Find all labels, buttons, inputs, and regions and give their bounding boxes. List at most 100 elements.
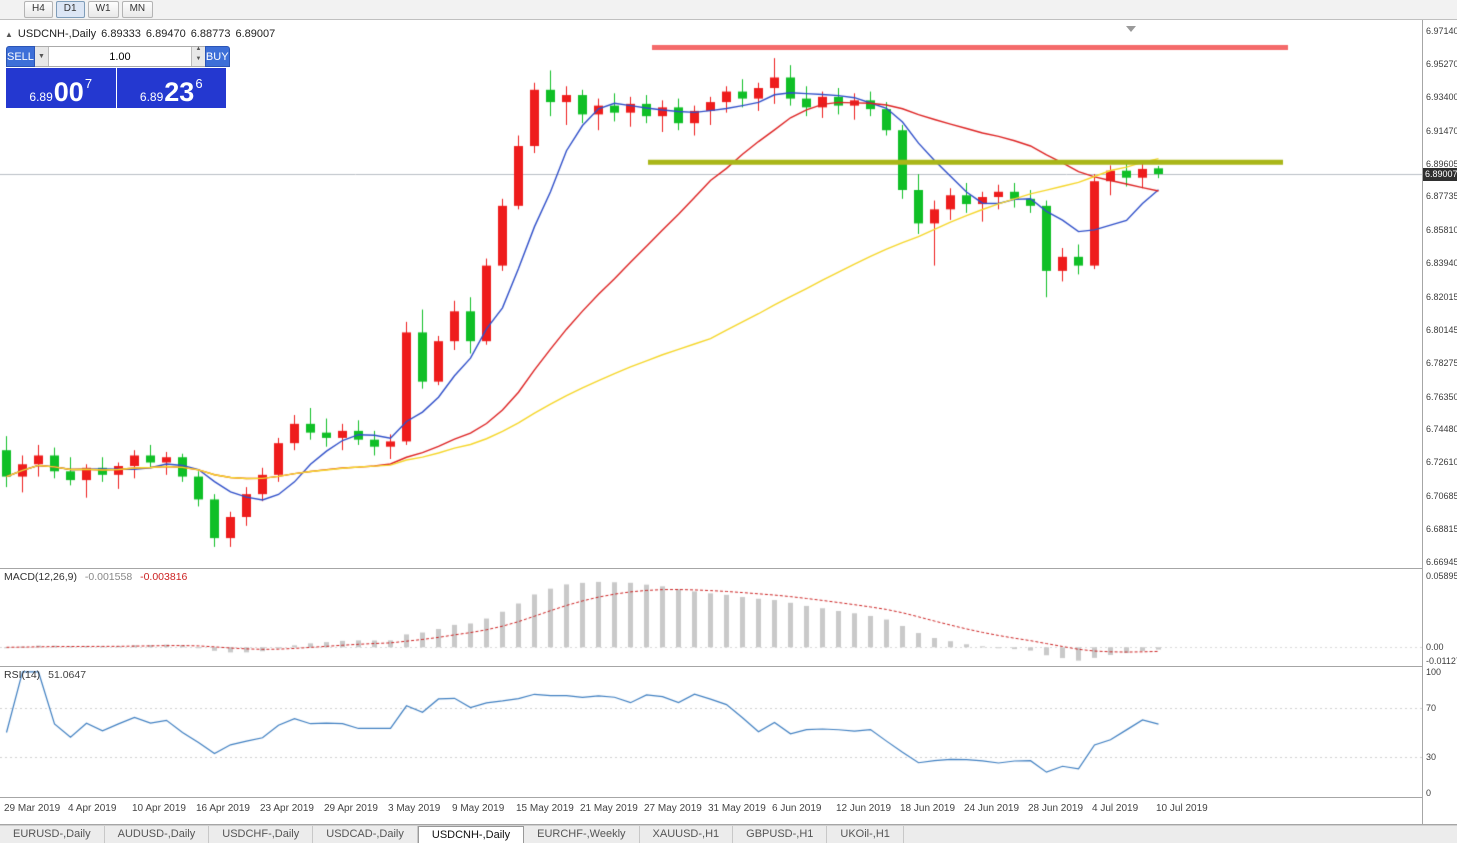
- panel-divider: [0, 824, 1457, 825]
- price-axis-label: 6.93400: [1426, 91, 1457, 102]
- rsi-axis-label: 70: [1426, 703, 1437, 714]
- timeframe-toolbar: H4 D1 W1 MN: [0, 0, 1457, 20]
- price-axis-label: 6.70685: [1426, 491, 1457, 502]
- buy-button[interactable]: BUY: [204, 46, 230, 67]
- chart-tab-usdcad-daily[interactable]: USDCAD-,Daily: [313, 826, 418, 843]
- chart-tab-usdchf-daily[interactable]: USDCHF-,Daily: [209, 826, 314, 843]
- panel-divider[interactable]: [0, 666, 1457, 667]
- macd-value-signal: -0.003816: [140, 571, 188, 583]
- macd-chart[interactable]: [0, 569, 1422, 666]
- timeframe-d1[interactable]: D1: [55, 1, 85, 18]
- panel-divider[interactable]: [0, 797, 1457, 798]
- timeframe-h4[interactable]: H4: [24, 1, 53, 18]
- volume-dropdown-icon[interactable]: ▼: [34, 47, 49, 66]
- bid-big-digits: 00: [53, 77, 84, 108]
- volume-down-icon[interactable]: ▼: [191, 56, 205, 66]
- rsi-value: 51.0647: [48, 669, 87, 681]
- macd-axis: 0.05895 0.00 -0.01127: [1423, 569, 1457, 666]
- price-axis-label: 6.97140: [1426, 26, 1457, 37]
- ask-price-panel[interactable]: 6.89 23 6: [116, 68, 226, 108]
- chart-tab-gbpusd-h1[interactable]: GBPUSD-,H1: [733, 826, 828, 843]
- price-axis-label: 6.82015: [1426, 291, 1457, 302]
- chart-tab-bar: EURUSD-,Daily AUDUSD-,Daily USDCHF-,Daily U…: [0, 825, 1457, 843]
- macd-value-main: -0.001558: [84, 571, 133, 583]
- volume-box: ▼ ▲ ▼: [34, 46, 205, 67]
- date-axis-label: 10 Apr 2019: [132, 803, 186, 814]
- ask-prefix: 6.89: [139, 89, 164, 104]
- symbol-name: USDCNH-,Daily: [17, 28, 97, 40]
- ask-big-digits: 23: [164, 77, 195, 108]
- date-axis-label: 18 Jun 2019: [900, 803, 956, 814]
- price-axis-label: 6.68815: [1426, 524, 1457, 535]
- bid-price-panel[interactable]: 6.89 00 7: [6, 68, 116, 108]
- rsi-axis-label: 30: [1426, 751, 1437, 762]
- volume-input[interactable]: [48, 47, 191, 66]
- rsi-axis: 100 70 30 0: [1423, 666, 1457, 798]
- ohlc-close: 6.89007: [235, 28, 276, 40]
- price-axis-label: 6.87735: [1426, 191, 1457, 202]
- date-axis-label: 10 Jul 2019: [1156, 803, 1208, 814]
- price-axis-label: 6.66945: [1426, 556, 1457, 567]
- chart-tab-ukoil-h1[interactable]: UKOil-,H1: [827, 826, 904, 843]
- rsi-axis-label: 0: [1426, 788, 1432, 798]
- bid-prefix: 6.89: [29, 89, 53, 104]
- chart-title: ▲ USDCNH-,Daily 6.89333 6.89470 6.88773 …: [5, 28, 275, 40]
- rsi-axis-label: 100: [1426, 666, 1442, 677]
- date-axis-label: 29 Apr 2019: [324, 803, 378, 814]
- current-price-tag: 6.89007: [1423, 168, 1457, 182]
- timeframe-mn[interactable]: MN: [121, 1, 154, 18]
- chart-shift-marker[interactable]: [1126, 26, 1136, 32]
- price-axis-label: 6.78275: [1426, 357, 1457, 368]
- rsi-label: RSI(14) 51.0647: [4, 669, 86, 681]
- macd-label: MACD(12,26,9) -0.001558 -0.003816: [4, 571, 187, 583]
- date-axis-label: 29 Mar 2019: [4, 803, 61, 814]
- price-axis-label: 6.91470: [1426, 125, 1457, 136]
- price-axis-label: 6.85810: [1426, 225, 1457, 236]
- rsi-name: RSI(14): [4, 669, 41, 681]
- date-axis-label: 4 Apr 2019: [68, 803, 117, 814]
- price-axis-label: 6.95270: [1426, 58, 1457, 69]
- one-click-trading-widget: SELL ▼ ▲ ▼ BUY 6.89 00 7 6: [6, 46, 230, 108]
- date-axis-label: 15 May 2019: [516, 803, 574, 814]
- chart-tab-usdcnh-daily[interactable]: USDCNH-,Daily: [417, 826, 525, 843]
- bid-pipette: 7: [84, 76, 93, 91]
- date-axis-label: 6 Jun 2019: [772, 803, 822, 814]
- date-axis-label: 28 Jun 2019: [1028, 803, 1084, 814]
- price-axis-label: 6.72610: [1426, 457, 1457, 468]
- macd-axis-label: -0.01127: [1426, 655, 1457, 666]
- macd-axis-label: 0.05895: [1426, 571, 1457, 582]
- price-axis-label: 6.76350: [1426, 391, 1457, 402]
- price-axis-column: 6.97140 6.95270 6.93400 6.91470 6.89605 6.877…: [1422, 20, 1457, 824]
- date-axis-label: 23 Apr 2019: [260, 803, 314, 814]
- rsi-panel: RSI(14) 51.0647: [0, 667, 1422, 797]
- price-axis-label: 6.89605: [1426, 158, 1457, 169]
- date-axis-label: 21 May 2019: [580, 803, 638, 814]
- rsi-chart[interactable]: [0, 667, 1422, 797]
- ohlc-low: 6.88773: [190, 28, 231, 40]
- price-axis-label: 6.74480: [1426, 424, 1457, 435]
- date-axis: 29 Mar 2019 4 Apr 2019 10 Apr 2019 16 Apr 2…: [0, 798, 1422, 824]
- panel-divider[interactable]: [0, 568, 1457, 569]
- date-axis-label: 9 May 2019: [452, 803, 505, 814]
- price-axis: 6.97140 6.95270 6.93400 6.91470 6.89605 6.877…: [1423, 20, 1457, 568]
- date-axis-label: 24 Jun 2019: [964, 803, 1020, 814]
- price-chart-panel: ▲ USDCNH-,Daily 6.89333 6.89470 6.88773 …: [0, 20, 1422, 568]
- date-axis-label: 12 Jun 2019: [836, 803, 892, 814]
- date-axis-label: 16 Apr 2019: [196, 803, 250, 814]
- date-axis-label: 27 May 2019: [644, 803, 702, 814]
- chart-tab-audusd-daily[interactable]: AUDUSD-,Daily: [105, 826, 210, 843]
- chart-tab-xauusd-h1[interactable]: XAUUSD-,H1: [640, 826, 734, 843]
- timeframe-w1[interactable]: W1: [87, 1, 119, 18]
- ohlc-high: 6.89470: [145, 28, 186, 40]
- macd-panel: MACD(12,26,9) -0.001558 -0.003816: [0, 569, 1422, 666]
- sell-button[interactable]: SELL: [6, 46, 35, 67]
- volume-up-icon[interactable]: ▲: [191, 46, 205, 57]
- chart-tab-eurusd-daily[interactable]: EURUSD-,Daily: [0, 826, 105, 843]
- volume-spinner: ▲ ▼: [190, 46, 205, 66]
- chart-tab-eurchf-weekly[interactable]: EURCHF-,Weekly: [524, 826, 640, 843]
- ohlc-open: 6.89333: [101, 28, 141, 40]
- date-axis-label: 3 May 2019: [388, 803, 441, 814]
- price-chart[interactable]: [0, 20, 1422, 568]
- one-click-toggle-icon[interactable]: ▲: [5, 29, 13, 39]
